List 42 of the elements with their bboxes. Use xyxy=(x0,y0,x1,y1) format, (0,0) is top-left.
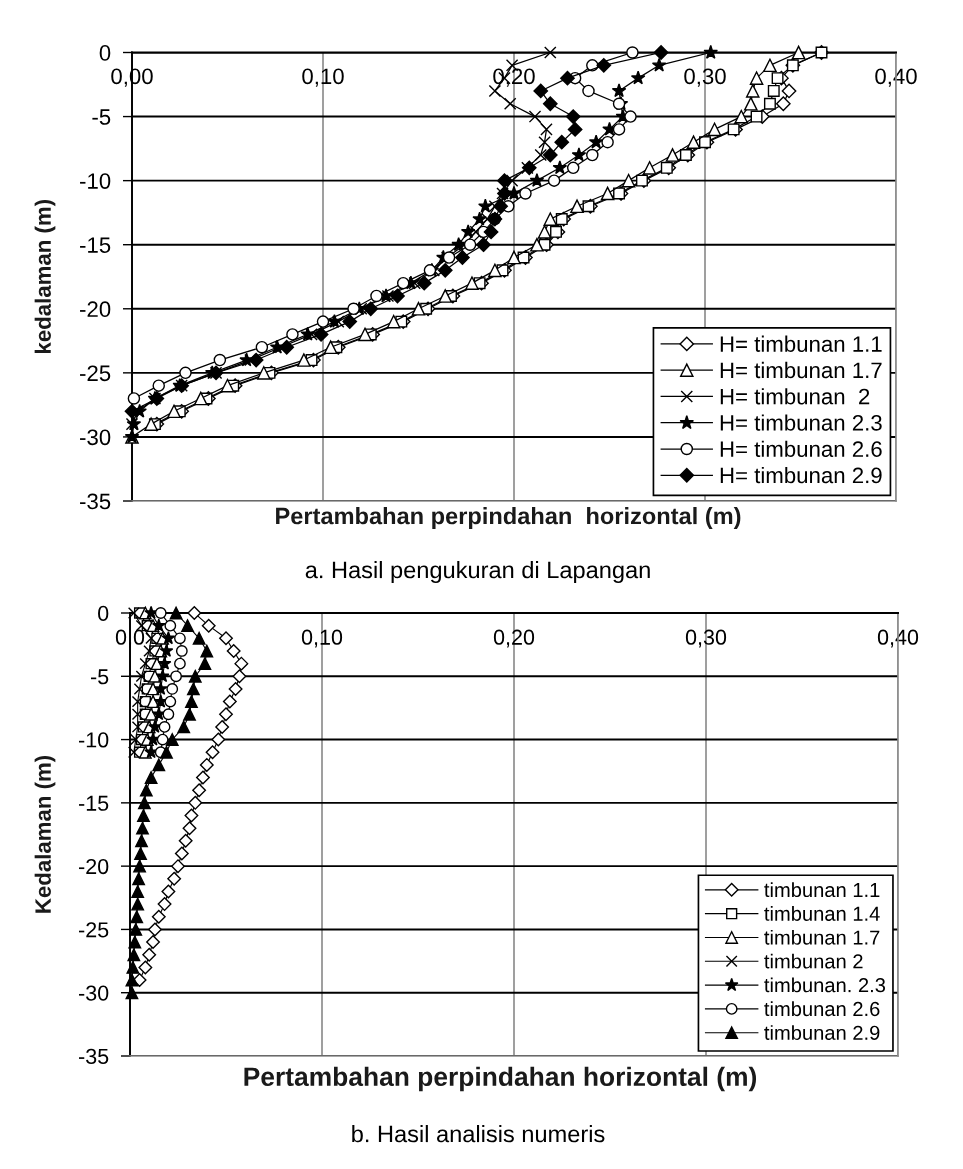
x-tick-label: 0,10 xyxy=(301,629,343,648)
legend-label: H= timbunan 2.3 xyxy=(720,414,882,431)
legend-label: timbunan 2.6 xyxy=(764,1001,880,1017)
legend-label: H= timbunan 1.7 xyxy=(720,361,882,379)
x-tick-label: 0,30 xyxy=(685,629,727,648)
y-tick-label: -15 xyxy=(79,795,109,811)
y-tick-label: 0 xyxy=(99,45,111,61)
x-tick-label: 0,10 xyxy=(302,68,344,87)
x-axis-title: Pertambahan perpindahan horizontal (m) xyxy=(244,1066,757,1092)
x-tick-label: 0,40 xyxy=(877,629,919,648)
y-tick-label: -5 xyxy=(90,669,109,685)
y-tick-label: -20 xyxy=(80,301,111,318)
legend-label: H= timbunan 2.6 xyxy=(720,440,882,457)
y-tick-label: -30 xyxy=(80,429,111,446)
y-tick-label: -20 xyxy=(79,858,109,875)
legend-label: timbunan 1.4 xyxy=(764,906,880,921)
legend-label: H= timbunan 2 xyxy=(720,388,870,405)
legend-label: timbunan. 2.3 xyxy=(764,977,886,993)
y-tick-label: -35 xyxy=(80,493,111,510)
x-tick-label: 0,20 xyxy=(493,629,535,648)
y-tick-label: -35 xyxy=(79,1048,109,1065)
y-tick-label: -15 xyxy=(80,237,111,253)
y-axis-title: kedalaman (m) xyxy=(34,200,56,353)
x-tick-label: 0,40 xyxy=(875,68,917,87)
y-tick-label: -30 xyxy=(79,985,109,1001)
legend-label: timbunan 1.7 xyxy=(764,929,880,945)
text: b. Hasil analisis numeris xyxy=(352,1124,605,1143)
x-tick-label: 0,30 xyxy=(684,68,726,87)
x-axis-title: Pertambahan perpindahan horizontal (m) xyxy=(276,506,741,529)
legend-label: timbunan 2.9 xyxy=(764,1025,880,1040)
y-axis-title: Kedalaman (m) xyxy=(34,755,56,913)
y-tick-label: 0 xyxy=(98,605,109,622)
legend-label: timbunan 2 xyxy=(764,953,863,969)
y-tick-label: -10 xyxy=(79,732,109,748)
legend-label: timbunan 1.1 xyxy=(764,882,880,898)
y-tick-label: -25 xyxy=(80,365,111,382)
legend-label: H= timbunan 2.9 xyxy=(720,466,882,484)
y-tick-label: -25 xyxy=(79,922,109,938)
text: a. Hasil pengukuran di Lapangan xyxy=(305,560,650,584)
legend-label: H= timbunan 1.1 xyxy=(720,335,882,352)
y-tick-label: -5 xyxy=(92,109,111,125)
y-tick-label: -10 xyxy=(80,173,111,189)
